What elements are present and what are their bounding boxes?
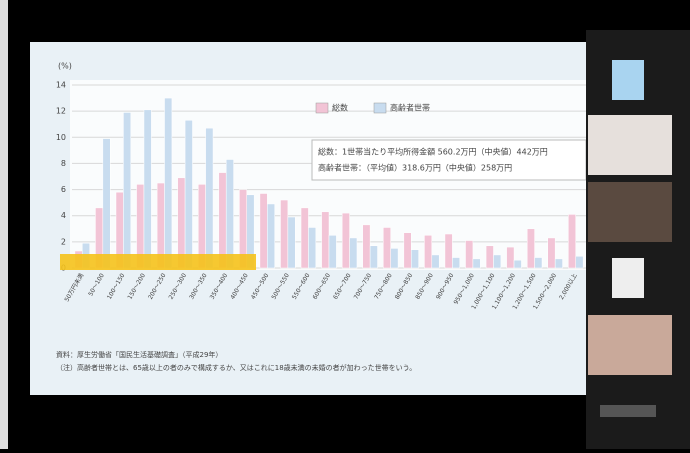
bar: [513, 259, 522, 269]
bar: [143, 109, 152, 269]
legend-label: 高齢者世帯: [390, 103, 430, 113]
bar: [431, 254, 440, 269]
bar: [485, 245, 494, 269]
bar: [526, 228, 535, 269]
bar: [472, 258, 481, 269]
bar: [328, 235, 337, 269]
bar: [410, 249, 419, 269]
window-edge: [0, 0, 8, 449]
annotation: 総数：1世帯当たり平均所得金額 560.2万円（中央値）442万円: [318, 147, 548, 157]
y-tick-label: 8: [61, 159, 66, 168]
bar: [554, 258, 563, 269]
bar: [506, 246, 515, 269]
y-tick-label: 2: [61, 237, 66, 246]
legend-swatch: [315, 102, 329, 114]
participant-video[interactable]: [612, 258, 644, 298]
bar: [575, 255, 584, 269]
bar: [267, 203, 275, 269]
bar: [205, 127, 214, 269]
bar: [287, 216, 296, 269]
legend-swatch: [373, 102, 387, 114]
note: （注）高齢者世帯とは、65歳以上の者のみで構成するか、又はこれに18歳未満の未婚…: [56, 363, 416, 372]
participant-video[interactable]: [588, 182, 672, 242]
bar: [102, 138, 111, 269]
bar: [444, 233, 453, 269]
legend-label: 総数: [332, 103, 348, 113]
y-tick-label: 4: [61, 211, 66, 220]
participant-video[interactable]: [612, 60, 644, 100]
bar: [308, 227, 317, 269]
bar: [390, 248, 399, 269]
bar: [568, 214, 576, 269]
bar: [300, 207, 309, 269]
bar: [259, 193, 268, 269]
bar: [534, 257, 543, 269]
participant-video[interactable]: [588, 115, 672, 175]
bar: [424, 235, 433, 269]
bar: [184, 120, 193, 269]
bar: [383, 227, 391, 269]
bar: [349, 237, 358, 269]
bar: [164, 97, 173, 269]
annotation: 高齢者世帯：（平均値）318.6万円（中央値）258万円: [318, 163, 512, 173]
bar: [225, 159, 234, 269]
y-tick-label: 6: [61, 185, 66, 194]
bar: [547, 237, 556, 269]
y-axis-label: (%): [58, 62, 72, 71]
y-tick-label: 10: [56, 133, 66, 142]
y-tick-label: 14: [56, 81, 66, 90]
participant-video[interactable]: [588, 315, 672, 375]
bar: [123, 112, 132, 269]
participant-video[interactable]: [600, 405, 656, 417]
bar: [218, 172, 227, 269]
bar: [280, 199, 289, 269]
bar: [493, 254, 502, 269]
bar: [369, 245, 378, 269]
bar: [321, 211, 330, 269]
highlight: [60, 254, 256, 270]
bar: [362, 224, 371, 269]
annotation-box: [311, 139, 587, 181]
bar: [341, 212, 350, 269]
bar: [452, 257, 461, 269]
y-tick-label: 12: [56, 107, 66, 116]
bar: [465, 240, 474, 269]
source: 資料：厚生労働省「国民生活基礎調査」（平成29年）: [56, 350, 222, 359]
bar: [403, 232, 412, 269]
